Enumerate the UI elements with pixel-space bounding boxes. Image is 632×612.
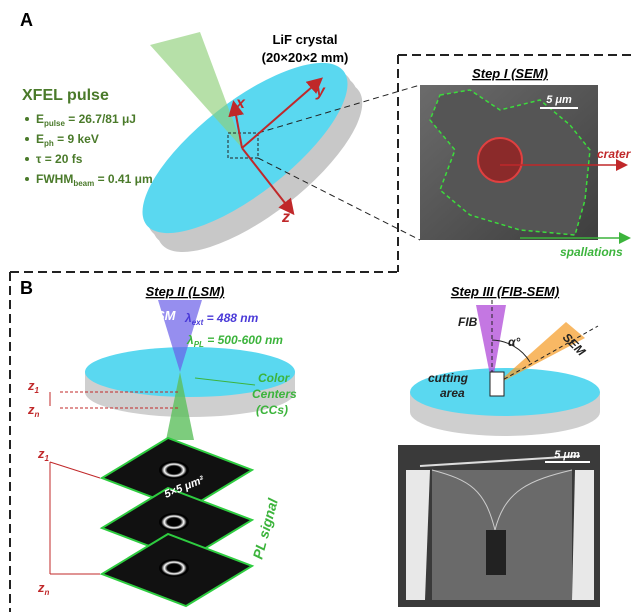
crystal-label: LiF crystal — [272, 32, 337, 47]
cutting-label: cutting — [428, 371, 469, 385]
emission-label: λPL = 500-600 nm — [186, 333, 283, 349]
fib-beam — [476, 305, 506, 385]
fib-sem-image — [398, 445, 600, 607]
axis-line — [491, 325, 599, 387]
zoom-line — [257, 84, 421, 134]
step-title: Step II (LSM) — [146, 284, 225, 299]
cut-box — [489, 371, 505, 397]
z-label: zn — [37, 580, 50, 597]
crystal-disk — [142, 62, 363, 252]
panel-frame — [9, 54, 632, 612]
crater — [477, 137, 523, 183]
crater-label: crater — [597, 147, 632, 161]
cutting-label: area — [440, 386, 465, 400]
xfel-beam — [150, 32, 244, 150]
z-label: zn — [27, 402, 40, 419]
axis-label: x — [235, 95, 246, 112]
cc-label: Centers — [252, 387, 297, 401]
zoom-box — [227, 132, 259, 159]
excitation-label: λext = 488 nm — [184, 311, 259, 327]
param: τ = 20 fs — [36, 152, 83, 166]
scale-label: 5 μm — [554, 449, 580, 461]
param: Epulse = 26.7/81 μJ — [36, 112, 136, 128]
emission-beam — [166, 372, 194, 440]
param: FWHMbeam = 0.41 μm — [36, 172, 153, 188]
bullets — [25, 117, 29, 181]
fib-disk — [410, 368, 600, 436]
crystal-size: (20×20×2 mm) — [262, 50, 349, 65]
scale-label: 5 μm — [546, 94, 572, 106]
axis-label: y — [315, 83, 326, 100]
param: Eph = 9 keV — [36, 132, 99, 148]
panel-label: A — [20, 10, 33, 30]
pl-stack — [99, 436, 255, 608]
lsm-label: LSM — [148, 308, 177, 323]
axis-label: z — [281, 209, 290, 226]
crystal-axes — [228, 77, 324, 216]
sem-beam — [494, 322, 585, 386]
zoom-line — [257, 157, 421, 241]
cc-label: Color — [258, 371, 291, 385]
angle-arc — [491, 339, 531, 363]
pl-signal-label: PL signal — [249, 496, 281, 561]
fib-label: FIB — [458, 315, 478, 329]
excitation-beam — [158, 300, 202, 372]
leader-line — [194, 377, 256, 386]
spallation-label: spallations — [560, 245, 623, 259]
z-line — [49, 461, 101, 479]
step-title: Step III (FIB-SEM) — [451, 284, 559, 299]
z-label: z1 — [37, 446, 50, 463]
z-label: z1 — [27, 378, 40, 395]
step-title: Step I (SEM) — [472, 66, 548, 81]
angle-label: α° — [508, 335, 520, 349]
pulse-title: XFEL pulse — [22, 87, 109, 104]
panel-label: B — [20, 278, 33, 298]
cc-label: (CCs) — [256, 403, 288, 417]
